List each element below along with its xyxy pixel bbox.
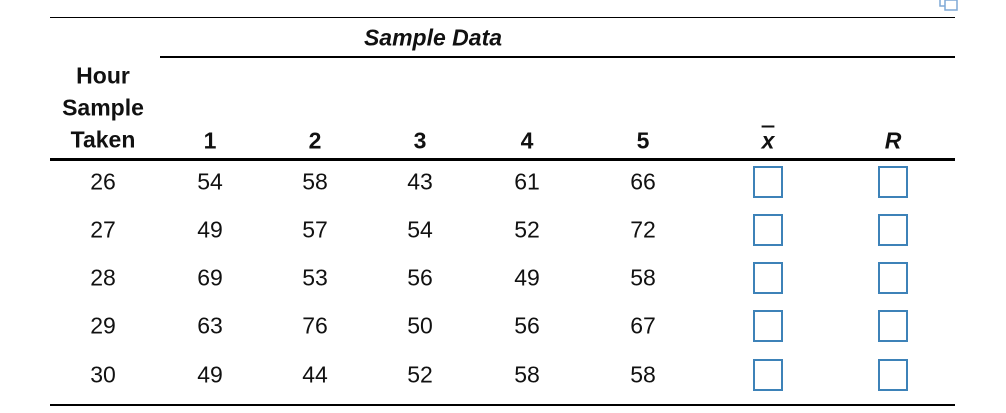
answer-input[interactable] [753,166,783,198]
column-header: 5 [636,127,650,154]
sample-cell: 54 [197,168,223,195]
sample-cell: 72 [630,216,656,243]
column-header: R [884,127,902,154]
bottom-rule [50,404,955,406]
answer-input[interactable] [753,262,783,294]
sample-cell: 61 [514,168,540,195]
group-rule [160,56,955,58]
sample-cell: 58 [302,168,328,195]
sample-cell: 43 [407,168,433,195]
sample-cell: 52 [514,216,540,243]
sample-cell: 52 [407,361,433,388]
column-header: x [761,127,775,154]
top-rule [50,17,955,18]
column-header: 1 [203,127,217,154]
sample-cell: 57 [302,216,328,243]
row-header-line: Taken [70,126,136,153]
row-header-line: Hour [76,62,130,89]
sample-cell: 49 [197,216,223,243]
column-header: 3 [413,127,427,154]
sample-cell: 53 [302,264,328,291]
sample-cell: 67 [630,312,656,339]
sample-cell: 58 [514,361,540,388]
answer-input[interactable] [878,310,908,342]
hour-cell: 26 [90,168,116,195]
hour-cell: 28 [90,264,116,291]
sample-cell: 49 [197,361,223,388]
hour-cell: 30 [90,361,116,388]
row-header-line: Sample [62,94,144,121]
answer-input[interactable] [753,214,783,246]
sample-cell: 69 [197,264,223,291]
sample-cell: 54 [407,216,433,243]
hour-cell: 27 [90,216,116,243]
column-header: 2 [308,127,322,154]
group-title: Sample Data [363,24,503,51]
answer-input[interactable] [878,214,908,246]
hour-cell: 29 [90,312,116,339]
answer-input[interactable] [753,359,783,391]
sample-cell: 50 [407,312,433,339]
answer-input[interactable] [878,359,908,391]
popout-icon[interactable] [938,0,960,12]
answer-input[interactable] [753,310,783,342]
sample-cell: 66 [630,168,656,195]
sample-cell: 58 [630,264,656,291]
column-header: 4 [520,127,534,154]
sample-cell: 49 [514,264,540,291]
sample-cell: 76 [302,312,328,339]
sample-cell: 56 [407,264,433,291]
sample-cell: 44 [302,361,328,388]
answer-input[interactable] [878,262,908,294]
answer-input[interactable] [878,166,908,198]
sample-cell: 58 [630,361,656,388]
sample-cell: 63 [197,312,223,339]
sample-cell: 56 [514,312,540,339]
header-rule [50,158,955,161]
